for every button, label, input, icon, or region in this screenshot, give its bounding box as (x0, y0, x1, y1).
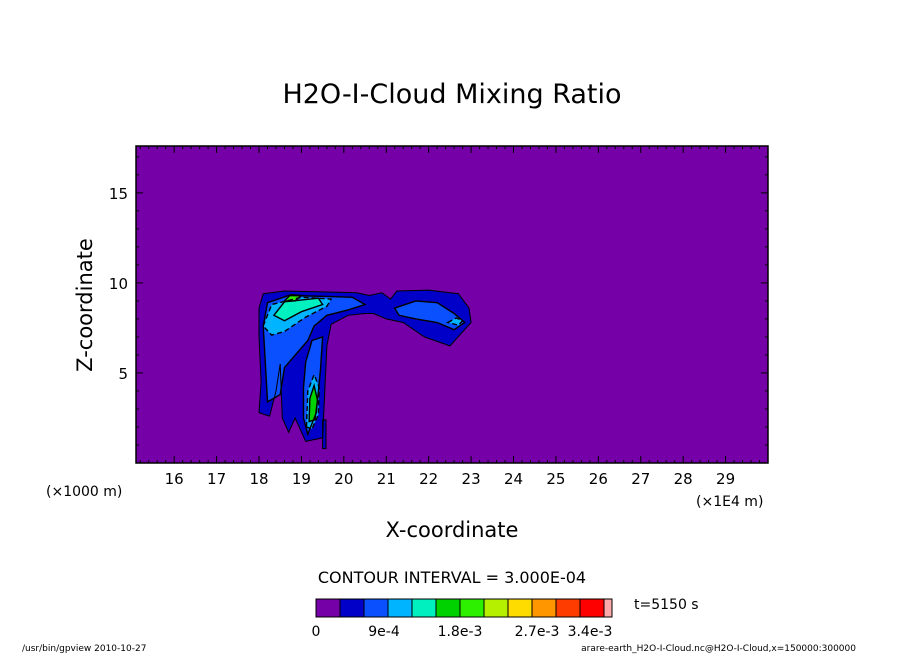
x-tick-label-23: 23 (462, 470, 481, 488)
x-tick-label-21: 21 (377, 470, 396, 488)
colorbar-label-3: 2.7e-3 (515, 624, 560, 640)
x-tick-label-17: 17 (207, 470, 226, 488)
contour-region-upper-max (273, 298, 323, 321)
colorbar-swatch (483, 598, 509, 618)
colorbar-swatch (411, 598, 437, 618)
colorbar-label-2: 1.8e-3 (438, 624, 483, 640)
y-axis-label: Z-coordinate (73, 238, 97, 372)
contour-line-lower-core (305, 372, 320, 430)
x-tick-label-29: 29 (716, 470, 735, 488)
x-tick-label-16: 16 (165, 470, 184, 488)
x-axis-label: X-coordinate (386, 518, 519, 542)
contour-lines (258, 289, 472, 450)
x-tick-label-24: 24 (504, 470, 523, 488)
x-tick-label-20: 20 (334, 470, 353, 488)
colorbar (315, 598, 613, 618)
colorbar-label-4: 3.4e-3 (568, 624, 613, 640)
colorbar-swatch (435, 598, 461, 618)
contour-line-west-core-b (302, 335, 324, 437)
x-tick-label-19: 19 (292, 470, 311, 488)
contour-line-west-core (262, 294, 367, 403)
contour-line-lower-max (308, 383, 319, 423)
contour-regions (136, 146, 768, 463)
time-label: t=5150 s (634, 597, 699, 613)
contour-interval-label: CONTOUR INTERVAL = 3.000E-04 (318, 568, 586, 587)
colorbar-swatch (579, 598, 605, 618)
x-tick-label-26: 26 (589, 470, 608, 488)
colorbar-swatch (507, 598, 533, 618)
y-tick-label-5: 5 (118, 365, 128, 383)
colorbar-swatch (387, 598, 413, 618)
y-axis: 5 10 15 (109, 156, 768, 446)
colorbar-label-0: 0 (312, 624, 321, 640)
colorbar-labels: 0 9e-4 1.8e-3 2.7e-3 3.4e-3 (312, 624, 613, 640)
y-tick-label-15: 15 (109, 185, 128, 203)
colorbar-swatch (459, 598, 485, 618)
x-tick-label-28: 28 (674, 470, 693, 488)
colorbar-swatch (339, 598, 365, 618)
colorbar-swatch (363, 598, 389, 618)
colorbar-label-1: 9e-4 (368, 624, 400, 640)
colorbar-swatch (315, 598, 341, 618)
x-tick-label-25: 25 (546, 470, 565, 488)
contour-line-upper-max (272, 297, 324, 322)
x-units-label: (×1E4 m) (696, 494, 763, 510)
footer-right: arare-earth_H2O-I-Cloud.nc@H2O-I-Cloud,x… (581, 644, 856, 654)
x-axis: 16 17 18 19 20 21 22 23 24 25 26 27 28 29 (139, 146, 769, 488)
footer-left: /usr/bin/gpview 2010-10-27 (22, 644, 146, 654)
x-tick-label-27: 27 (631, 470, 650, 488)
x-tick-label-18: 18 (249, 470, 268, 488)
contour-line-thin-streak (322, 419, 327, 450)
contour-line-main-cloud (258, 289, 472, 442)
colorbar-swatch (555, 598, 581, 618)
chart-title: H2O-I-Cloud Mixing Ratio (282, 79, 621, 110)
contour-line-east-tip (445, 317, 464, 326)
x-tick-label-22: 22 (419, 470, 438, 488)
y-tick-label-10: 10 (109, 275, 128, 293)
contour-line-east-core (393, 300, 466, 331)
contour-line-upper-peak (282, 293, 304, 302)
y-units-label: (×1000 m) (46, 484, 122, 500)
colorbar-swatch (603, 598, 613, 618)
contour-line-upper-core (262, 296, 333, 336)
plot-frame (135, 145, 769, 464)
colorbar-swatch (531, 598, 557, 618)
